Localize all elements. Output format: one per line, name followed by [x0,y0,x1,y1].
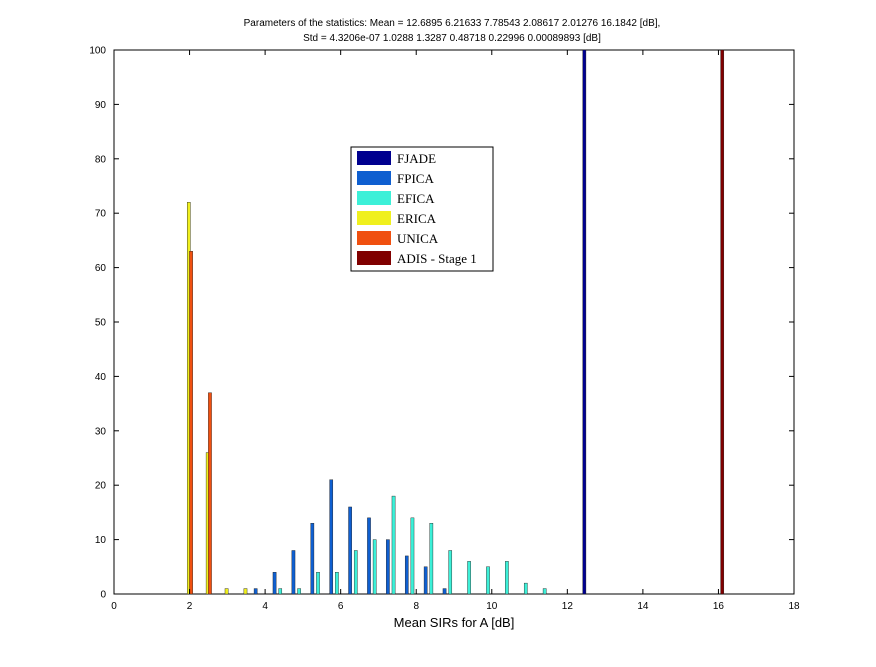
bar-efica-1 [297,588,301,595]
chart-title-line-2: Std = 4.3206e-07 1.0288 1.3287 0.48718 0… [303,33,601,44]
y-tick-label-6: 60 [95,263,107,274]
bar-efica-12 [505,561,509,595]
bar-fpica-4 [329,479,334,595]
bar-fpica-1 [272,572,277,595]
bar-unica-0 [189,251,193,595]
y-tick-label-10: 100 [89,46,106,57]
bar-erica-2 [224,588,229,595]
legend-box [350,146,494,272]
bar-efica-3 [335,572,339,595]
bar-fpica-5 [348,506,352,595]
x-tick-label-8: 16 [713,601,725,612]
chart-title-line-1: Parameters of the statistics: Mean = 12.… [244,18,661,29]
y-tick-label-3: 30 [95,426,107,437]
bar-efica-5 [372,539,377,595]
legend-swatch-4 [357,231,391,245]
bar-fpica-0 [253,588,258,595]
x-tick-label-9: 18 [788,601,800,612]
x-tick-label-6: 12 [562,601,574,612]
y-tick-label-4: 40 [95,372,107,383]
bar-efica-13 [523,582,528,595]
y-tick-label-0: 0 [100,590,106,601]
legend-swatch-1 [357,171,391,185]
x-tick-label-2: 4 [262,601,268,612]
legend-label-3: ERICA [397,211,437,226]
bar-efica-14 [542,588,547,595]
bar-fpica-8 [404,555,409,595]
y-tick-label-8: 80 [95,154,107,165]
bar-efica-7 [410,517,415,595]
bar-fpica-9 [423,566,428,595]
bar-fpica-2 [291,550,296,595]
bar-fpica-6 [367,517,371,595]
legend-label-0: FJADE [397,151,436,166]
bar-efica-8 [429,523,434,595]
bar-efica-4 [353,550,358,595]
legend-label-2: EFICA [397,191,435,206]
x-tick-label-3: 6 [338,601,344,612]
bar-fjade-0 [582,49,587,595]
bar-unica-1 [208,392,212,595]
bar-efica-10 [467,561,471,595]
bar-efica-6 [391,495,396,595]
bar-fpica-3 [310,523,315,595]
x-tick-label-0: 0 [111,601,117,612]
bar-efica-0 [278,588,283,595]
y-tick-label-7: 70 [95,209,107,220]
legend-entries: FJADE FPICA EFICA ERICA UNICA ADIS - Stage 1 [357,151,477,266]
legend-swatch-2 [357,191,391,205]
x-tick-label-1: 2 [187,601,193,612]
legend-swatch-0 [357,151,391,165]
y-tick-label-1: 10 [95,535,107,546]
legend-label-1: FPICA [397,171,434,186]
y-tick-label-5: 50 [95,318,107,329]
bar-efica-11 [486,566,490,595]
plot-area [113,49,795,595]
bar-efica-2 [316,572,320,595]
x-tick-label-7: 14 [637,601,649,612]
x-axis-label: Mean SIRs for A [dB] [394,615,515,630]
legend-swatch-3 [357,211,391,225]
x-tick-label-4: 8 [413,601,419,612]
legend-label-5: ADIS - Stage 1 [397,251,477,266]
bar-fpica-7 [386,539,390,595]
bars-layer [186,49,725,595]
bar-erica-3 [243,588,248,595]
legend-label-4: UNICA [397,231,439,246]
y-tick-label-9: 90 [95,100,107,111]
axes-layer: 0 2 4 6 8 10 12 14 16 18 0 10 20 30 40 50 60 70 80 90 100 [89,46,800,613]
bar-fpica-10 [442,588,447,595]
bar-efica-9 [448,550,453,595]
legend-swatch-5 [357,251,391,265]
legend: FJADE FPICA EFICA ERICA UNICA ADIS - Stage 1 [350,146,494,272]
x-tick-label-5: 10 [486,601,498,612]
bar-adis-stage-1-0 [720,49,725,595]
y-tick-label-2: 20 [95,481,107,492]
